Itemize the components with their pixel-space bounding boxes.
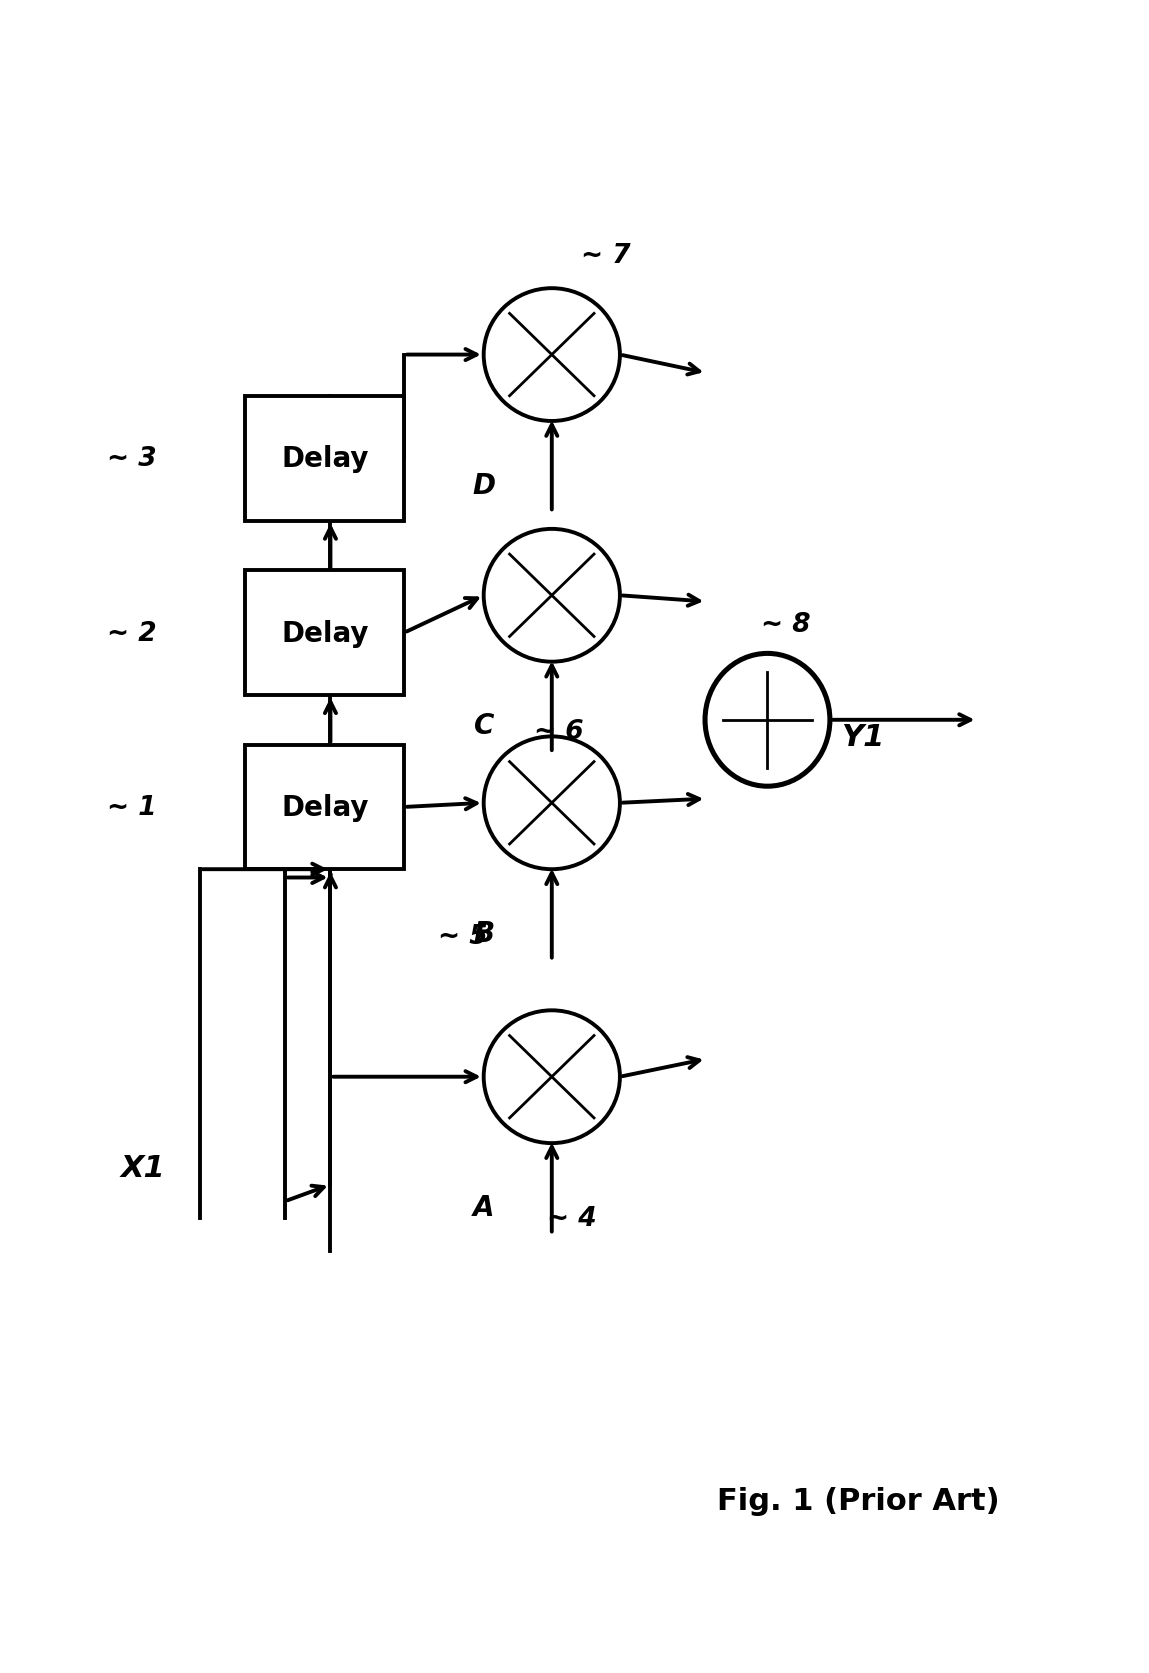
Ellipse shape	[484, 530, 620, 663]
Bar	[246, 744, 404, 870]
Ellipse shape	[705, 654, 830, 786]
Text: ~ 2: ~ 2	[107, 621, 156, 646]
Ellipse shape	[484, 1010, 620, 1143]
Text: ~ 4: ~ 4	[547, 1205, 597, 1231]
Text: Y1: Y1	[841, 723, 885, 751]
Text: Fig. 1 (Prior Art): Fig. 1 (Prior Art)	[717, 1486, 1000, 1514]
Text: D: D	[472, 472, 495, 500]
Text: B: B	[473, 920, 494, 947]
Text: X1: X1	[121, 1154, 165, 1183]
Text: ~ 1: ~ 1	[107, 795, 156, 820]
Text: ~ 5: ~ 5	[439, 923, 488, 949]
Text: Delay: Delay	[282, 793, 369, 821]
Bar	[246, 397, 404, 522]
Text: Delay: Delay	[282, 619, 369, 647]
Bar	[246, 570, 404, 696]
Text: ~ 3: ~ 3	[107, 447, 156, 472]
Text: ~ 8: ~ 8	[762, 611, 811, 637]
Text: C: C	[473, 713, 494, 739]
Text: ~ 7: ~ 7	[581, 243, 631, 269]
Ellipse shape	[484, 736, 620, 870]
Ellipse shape	[484, 289, 620, 422]
Text: Delay: Delay	[282, 445, 369, 473]
Text: A: A	[473, 1193, 494, 1221]
Text: ~ 6: ~ 6	[534, 719, 584, 744]
